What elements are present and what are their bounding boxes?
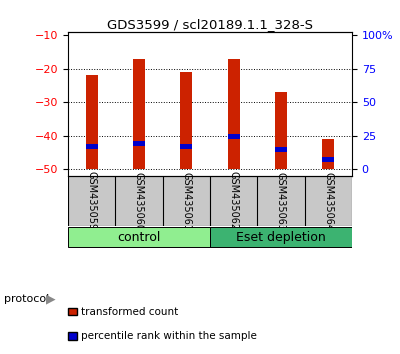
Text: GSM435060: GSM435060	[134, 172, 144, 230]
Bar	[133, 59, 145, 169]
Bar	[180, 72, 192, 169]
Text: transformed count: transformed count	[81, 307, 178, 316]
Bar	[86, 75, 98, 169]
Text: protocol: protocol	[4, 294, 49, 304]
Text: GSM435064: GSM435064	[323, 172, 333, 230]
Bar	[275, 92, 287, 169]
Text: GSM435062: GSM435062	[229, 171, 239, 230]
Text: GSM435059: GSM435059	[87, 171, 97, 230]
Bar	[210, 227, 352, 247]
Text: ▶: ▶	[46, 293, 56, 306]
Text: GSM435061: GSM435061	[181, 172, 191, 230]
Bar	[68, 227, 210, 247]
Bar	[228, 134, 240, 139]
Bar	[322, 139, 334, 169]
Bar	[133, 141, 145, 146]
Text: percentile rank within the sample: percentile rank within the sample	[81, 331, 257, 341]
Text: control: control	[117, 230, 161, 244]
Bar	[322, 158, 334, 162]
Bar	[275, 147, 287, 152]
Title: GDS3599 / scl20189.1.1_328-S: GDS3599 / scl20189.1.1_328-S	[107, 18, 313, 31]
Text: Eset depletion: Eset depletion	[236, 230, 326, 244]
Text: GSM435063: GSM435063	[276, 172, 286, 230]
Bar	[228, 59, 240, 169]
Bar	[86, 144, 98, 149]
Bar	[180, 144, 192, 149]
